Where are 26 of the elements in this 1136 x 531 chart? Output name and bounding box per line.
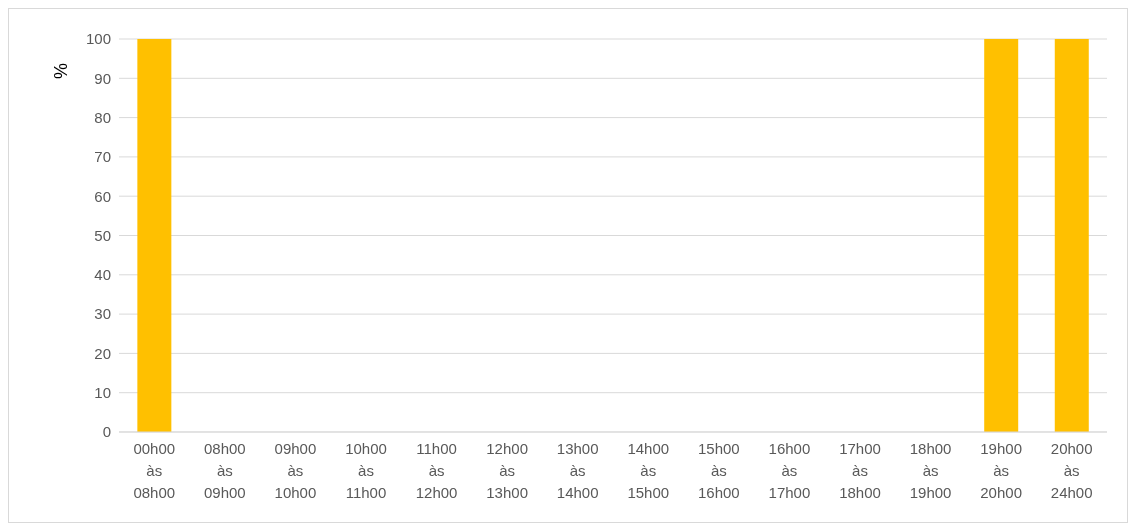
- y-tick-label: 60: [94, 187, 111, 205]
- x-tick-label: 13h00 às 14h00: [556, 440, 599, 501]
- y-tick-label: 100: [85, 30, 111, 48]
- x-tick-label: 00h00 às 08h00: [133, 440, 176, 501]
- y-tick-label: 80: [94, 108, 111, 126]
- x-tick-label: 08h00 às 09h00: [204, 440, 246, 501]
- y-tick-label: 70: [94, 148, 111, 166]
- x-tick-label: 10h00 às 11h00: [345, 440, 387, 501]
- x-tick-label: 17h00 às 18h00: [839, 440, 881, 501]
- x-tick-label: 12h00 às 13h00: [486, 440, 528, 501]
- x-tick-label: 19h00 às 20h00: [980, 440, 1022, 501]
- y-tick-label: 40: [94, 266, 111, 284]
- x-tick-label: 09h00 às 10h00: [274, 440, 317, 501]
- x-tick-label: 18h00 às 19h00: [909, 440, 952, 501]
- x-tick-label: 11h00 às 12h00: [415, 440, 458, 501]
- x-tick-label: 14h00 às 15h00: [627, 440, 670, 501]
- x-tick-label: 16h00 às 17h00: [768, 440, 811, 501]
- y-tick-label: 20: [94, 344, 111, 362]
- y-tick-label: 90: [94, 69, 111, 87]
- y-axis-title: %: [50, 62, 71, 79]
- y-tick-label: 10: [94, 384, 111, 402]
- y-tick-label: 0: [102, 423, 111, 441]
- x-tick-label: 15h00 às 16h00: [698, 440, 740, 501]
- x-tick-label: 20h00 às 24h00: [1050, 440, 1093, 501]
- y-tick-label: 50: [94, 226, 111, 244]
- y-tick-label: 30: [94, 305, 111, 323]
